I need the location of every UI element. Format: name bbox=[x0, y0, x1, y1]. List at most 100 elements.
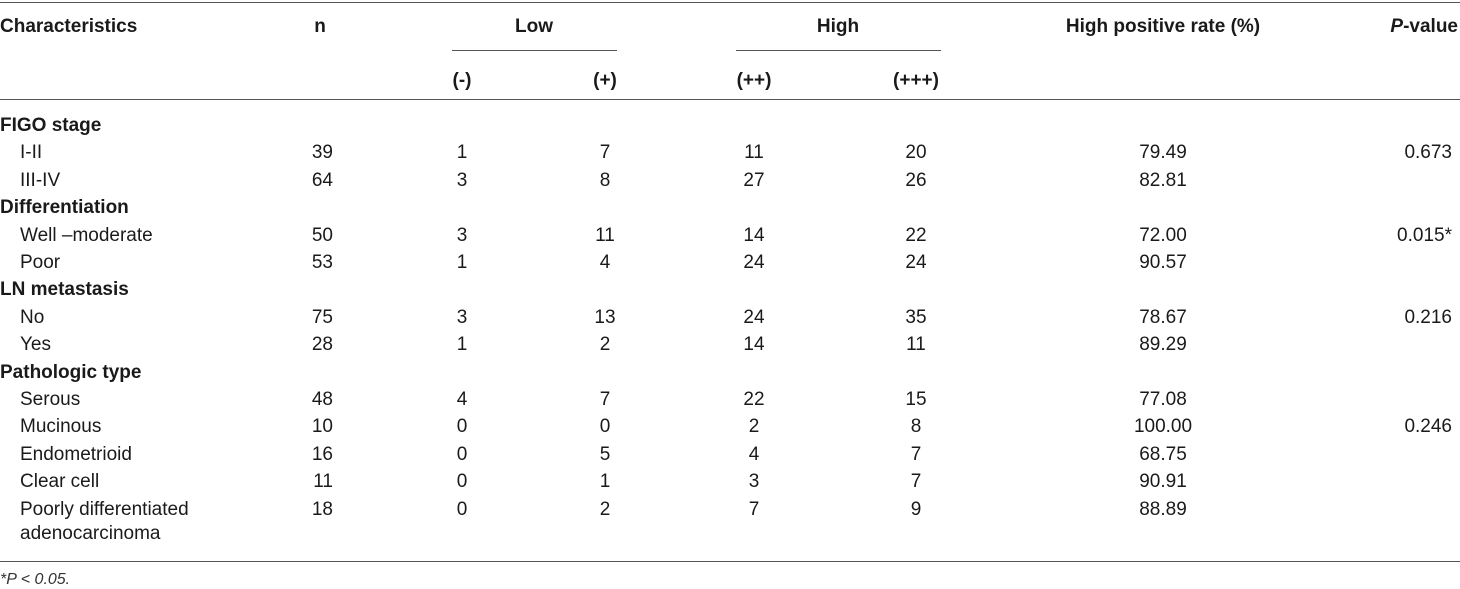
table-top-rule bbox=[0, 2, 1460, 3]
cell-rate: 88.89 bbox=[1139, 498, 1187, 520]
row-label: Poorly differentiated bbox=[20, 498, 189, 520]
section-title: FIGO stage bbox=[0, 115, 102, 136]
cell-pos3: 35 bbox=[905, 306, 927, 328]
low-group-rule bbox=[452, 50, 617, 51]
cell-rate: 89.29 bbox=[1139, 334, 1187, 356]
cell-n: 48 bbox=[311, 389, 333, 410]
row-label: Well –moderate bbox=[20, 224, 153, 246]
header-p-italic: P bbox=[1390, 16, 1404, 37]
header-p-rest: -value bbox=[1403, 16, 1458, 37]
cell-neg: 1 bbox=[456, 334, 468, 356]
cell-rate: 72.00 bbox=[1139, 224, 1187, 246]
cell-rate: 90.57 bbox=[1139, 252, 1187, 273]
cell-neg: 3 bbox=[456, 169, 468, 191]
cell-pos2: 14 bbox=[743, 334, 765, 356]
row-label: Poor bbox=[20, 252, 61, 273]
cell-pos2: 14 bbox=[743, 224, 765, 246]
row-label-continued: adenocarcinoma bbox=[20, 522, 161, 544]
cell-pos1: 1 bbox=[599, 471, 611, 493]
header-pos2: (++) bbox=[736, 70, 772, 91]
cell-n: 28 bbox=[311, 334, 333, 356]
cell-neg: 3 bbox=[456, 306, 468, 328]
cell-pos2: 2 bbox=[748, 416, 760, 438]
header-rate: High positive rate (%) bbox=[1065, 16, 1261, 37]
high-group-rule bbox=[736, 50, 941, 51]
header-high: High bbox=[816, 16, 860, 37]
cell-n: 50 bbox=[311, 224, 333, 246]
cell-pos1: 11 bbox=[595, 224, 615, 246]
cell-pos3: 8 bbox=[910, 416, 922, 438]
cell-pos3: 9 bbox=[910, 498, 922, 520]
cell-pos3: 7 bbox=[910, 443, 922, 465]
cell-pos3: 20 bbox=[905, 142, 927, 164]
header-p-value: P-value bbox=[1390, 16, 1458, 38]
row-label: Mucinous bbox=[20, 416, 102, 438]
cell-rate: 77.08 bbox=[1139, 389, 1187, 410]
cell-rate: 78.67 bbox=[1139, 306, 1187, 328]
cell-n: 11 bbox=[313, 471, 333, 493]
cell-pos2: 24 bbox=[743, 306, 765, 328]
header-pos1: (+) bbox=[593, 70, 617, 91]
table-bottom-rule bbox=[0, 561, 1460, 562]
cell-pos1: 7 bbox=[599, 142, 611, 164]
cell-rate: 100.00 bbox=[1133, 416, 1193, 438]
cell-rate: 68.75 bbox=[1139, 443, 1187, 465]
cell-rate: 90.91 bbox=[1139, 471, 1187, 493]
section-title: LN metastasis bbox=[0, 279, 129, 301]
row-label: No bbox=[20, 306, 45, 328]
cell-pos2: 4 bbox=[748, 443, 760, 465]
row-label: III-IV bbox=[20, 169, 61, 191]
cell-neg: 1 bbox=[456, 142, 468, 164]
cell-pos3: 11 bbox=[906, 334, 926, 356]
cell-neg: 3 bbox=[456, 224, 468, 246]
cell-pos2: 11 bbox=[744, 142, 764, 164]
header-neg: (-) bbox=[452, 70, 472, 91]
cell-pos3: 15 bbox=[905, 389, 927, 410]
row-label: Serous bbox=[20, 389, 81, 410]
cell-neg: 1 bbox=[456, 252, 468, 273]
cell-rate: 82.81 bbox=[1139, 169, 1187, 191]
cell-p: 0.216 bbox=[1404, 306, 1452, 328]
cell-p: 0.673 bbox=[1404, 142, 1452, 164]
cell-n: 39 bbox=[311, 142, 333, 164]
cell-pos3: 24 bbox=[905, 252, 927, 273]
cell-n: 64 bbox=[311, 169, 333, 191]
header-pos3: (+++) bbox=[893, 70, 939, 91]
cell-n: 53 bbox=[311, 252, 333, 273]
section-title: Pathologic type bbox=[0, 361, 142, 383]
cell-pos1: 0 bbox=[599, 416, 611, 438]
cell-pos1: 2 bbox=[599, 498, 611, 520]
row-label: Endometrioid bbox=[20, 443, 132, 465]
cell-pos3: 26 bbox=[905, 169, 927, 191]
cell-pos3: 7 bbox=[910, 471, 922, 493]
cell-neg: 0 bbox=[456, 471, 468, 493]
header-low: Low bbox=[515, 16, 553, 37]
cell-pos1: 7 bbox=[599, 389, 611, 410]
cell-pos3: 22 bbox=[905, 224, 927, 246]
cell-pos2: 22 bbox=[743, 389, 765, 410]
cell-n: 10 bbox=[311, 416, 333, 438]
footnote: *P < 0.05. bbox=[0, 571, 71, 588]
row-label: Clear cell bbox=[20, 471, 100, 493]
cell-n: 75 bbox=[311, 306, 333, 328]
cell-neg: 0 bbox=[456, 498, 468, 520]
cell-pos1: 8 bbox=[599, 169, 611, 191]
cell-pos1: 13 bbox=[594, 306, 616, 328]
cell-p: 0.246 bbox=[1404, 416, 1452, 438]
cell-pos2: 3 bbox=[748, 471, 760, 493]
cell-n: 18 bbox=[311, 498, 333, 520]
header-characteristics: Characteristics bbox=[0, 16, 138, 37]
row-label: I-II bbox=[20, 142, 43, 164]
cell-pos1: 2 bbox=[599, 334, 611, 356]
cell-rate: 79.49 bbox=[1139, 142, 1187, 164]
cell-pos2: 7 bbox=[748, 498, 760, 520]
cell-neg: 4 bbox=[456, 389, 468, 410]
header-n: n bbox=[314, 16, 326, 37]
section-title: Differentiation bbox=[0, 197, 129, 219]
row-label: Yes bbox=[20, 334, 51, 356]
header-bottom-rule bbox=[0, 99, 1460, 100]
cell-neg: 0 bbox=[456, 416, 468, 438]
cell-pos2: 27 bbox=[743, 169, 765, 191]
cell-pos1: 5 bbox=[599, 443, 611, 465]
cell-neg: 0 bbox=[456, 443, 468, 465]
